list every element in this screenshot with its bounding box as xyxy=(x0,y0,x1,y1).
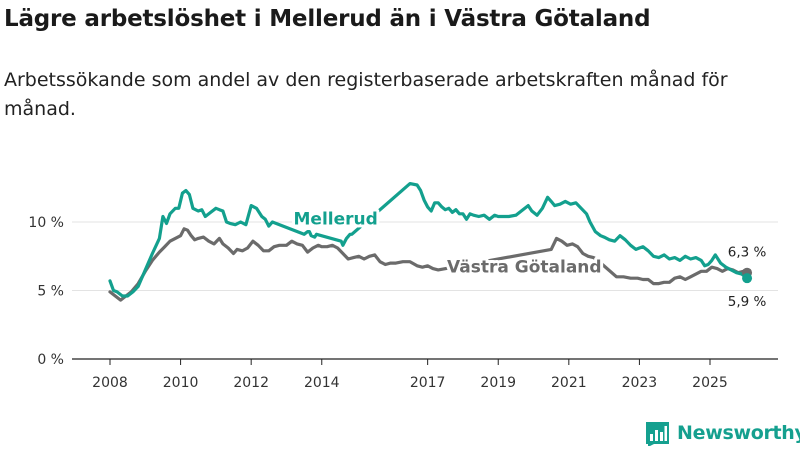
series-line-mellerud xyxy=(108,182,749,298)
y-tick-label: 5 % xyxy=(37,284,64,300)
chart-title: Lägre arbetslöshet i Mellerud än i Västr… xyxy=(4,6,651,32)
x-tick-label: 2012 xyxy=(233,375,269,391)
y-axis-ticks: 0 % 5 % 10 % xyxy=(28,215,64,368)
x-tick-label: 2010 xyxy=(163,375,199,391)
x-tick-label: 2014 xyxy=(304,375,340,391)
end-markers: 6,3 % 5,9 % xyxy=(728,245,767,310)
bar-chart-icon xyxy=(646,422,669,446)
end-value-mellerud: 5,9 % xyxy=(728,294,767,310)
y-tick-label: 10 % xyxy=(28,215,64,231)
series-label-mellerud: Mellerud xyxy=(294,210,378,230)
x-tick-label: 2008 xyxy=(92,375,128,391)
x-tick-label: 2021 xyxy=(551,375,587,391)
grid-lines xyxy=(72,221,778,291)
brand-logo: Newsworthy xyxy=(644,419,800,447)
end-marker-mellerud xyxy=(742,273,753,284)
x-tick-label: 2025 xyxy=(692,375,728,391)
y-tick-label: 0 % xyxy=(37,352,64,368)
brand-name: Newsworthy xyxy=(677,422,800,444)
chart-subtitle: Arbetssökande som andel av den registerb… xyxy=(4,69,728,120)
series-labels: Mellerud Västra Götaland xyxy=(291,207,605,281)
series-line-vastra xyxy=(108,227,749,302)
series-lines xyxy=(108,182,749,302)
x-tick-label: 2017 xyxy=(410,375,446,391)
x-tick-label: 2023 xyxy=(622,375,658,391)
x-tick-label: 2019 xyxy=(480,375,516,391)
end-value-vastra: 6,3 % xyxy=(728,245,767,261)
series-label-vastra: Västra Götaland xyxy=(447,258,602,278)
x-axis: 2008 2010 2012 2014 2017 2019 2021 2023 2025 xyxy=(72,358,778,391)
